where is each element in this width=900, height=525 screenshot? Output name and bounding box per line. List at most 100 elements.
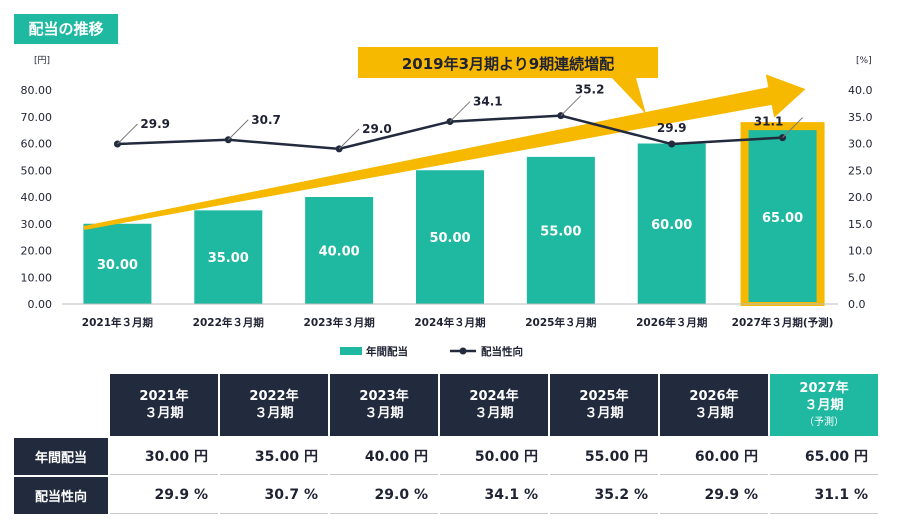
growth-arrow xyxy=(83,74,806,230)
dividend-chart: [円] [%] 0.00 10.00 20.00 30.00 40.00 50.00 60.00… xyxy=(21,47,873,358)
table-header-main: 2022年 ３月期 xyxy=(249,389,299,421)
table-header-main: 2027年 ３月期 xyxy=(799,380,849,413)
leader-line xyxy=(227,119,249,141)
table-row-dividend: 年間配当 30.00 円 35.00 円 40.00 円 50.00 円 55.… xyxy=(14,436,878,475)
y-tick-label-left: 40.00 xyxy=(21,191,53,204)
y-tick-label-right: 0.0 xyxy=(848,298,866,311)
y-tick-label-left: 70.00 xyxy=(21,111,53,124)
x-tick-label: 2026年３月期 xyxy=(636,316,707,329)
table-row-payout: 配当性向 29.9 % 30.7 % 29.0 % 34.1 % 35.2 % … xyxy=(14,475,878,514)
y-tick-label-right: 40.0 xyxy=(848,84,873,97)
table-header: 2025年 ３月期 xyxy=(550,374,658,436)
leader-line xyxy=(338,128,360,150)
y-tick-label-left: 20.00 xyxy=(21,245,53,258)
bar-value-label: 40.00 xyxy=(319,245,360,260)
table-cell: 55.00 円 xyxy=(550,436,658,475)
y-tick-label-left: 10.00 xyxy=(21,271,53,284)
y-tick-label-left: 50.00 xyxy=(21,164,53,177)
table-cell: 29.9 % xyxy=(110,475,218,514)
table-cell: 65.00 円 xyxy=(770,436,878,475)
y-tick-label-left: 30.00 xyxy=(21,218,53,231)
table-cell: 30.00 円 xyxy=(110,436,218,475)
table-cell: 30.7 % xyxy=(220,475,328,514)
table-header-forecast: 2027年 ３月期 （予測） xyxy=(770,374,878,436)
x-tick-label: 2024年３月期 xyxy=(414,316,485,329)
table-cell: 29.0 % xyxy=(330,475,438,514)
y-axis-right-label: [%] xyxy=(856,56,872,66)
table-header: 2026年 ３月期 xyxy=(660,374,768,436)
table-cell: 35.2 % xyxy=(550,475,658,514)
chart-title: 配当の推移 xyxy=(14,14,118,44)
y-tick-label-right: 20.0 xyxy=(848,191,873,204)
table-cell: 50.00 円 xyxy=(440,436,548,475)
banner-text: 2019年3月期より9期連続増配 xyxy=(402,55,614,73)
payout-value-label: 35.2 xyxy=(575,83,605,97)
table-corner xyxy=(14,374,108,436)
bar-value-label: 35.00 xyxy=(208,251,249,266)
x-tick-label: 2027年３月期(予測) xyxy=(732,316,834,329)
y-tick-label-left: 80.00 xyxy=(21,84,53,97)
table-cell: 35.00 円 xyxy=(220,436,328,475)
dividend-table: 2021年 ３月期 2022年 ３月期 2023年 ３月期 2024年 ３月期 … xyxy=(12,374,880,514)
bar-value-label: 50.00 xyxy=(429,231,470,246)
legend-label: 年間配当 xyxy=(366,345,408,358)
y-tick-label-right: 10.0 xyxy=(848,245,873,258)
payout-value-label: 29.9 xyxy=(657,121,687,135)
leader-line xyxy=(449,101,471,122)
legend-label: 配当性向 xyxy=(481,345,523,358)
y-tick-label-right: 25.0 xyxy=(848,164,873,177)
leader-line xyxy=(782,117,803,138)
y-axis-left-label: [円] xyxy=(34,55,50,66)
x-tick-label: 2021年３月期 xyxy=(82,316,153,329)
x-tick-label: 2023年３月期 xyxy=(304,316,375,329)
table-header: 2023年 ３月期 xyxy=(330,374,438,436)
bar-value-label: 30.00 xyxy=(97,258,138,273)
table-cell: 29.9 % xyxy=(660,475,768,514)
y-tick-label-left: 0.00 xyxy=(28,298,53,311)
table-cell: 34.1 % xyxy=(440,475,548,514)
leader-line xyxy=(560,95,582,117)
bar-value-label: 55.00 xyxy=(540,224,581,239)
bar-value-label: 60.00 xyxy=(651,218,692,233)
y-tick-label-right: 30.0 xyxy=(848,138,873,151)
table-header: 2024年 ３月期 xyxy=(440,374,548,436)
payout-value-label: 30.7 xyxy=(251,113,281,127)
bar xyxy=(416,170,484,304)
payout-value-label: 31.1 xyxy=(754,115,784,129)
table-cell: 60.00 円 xyxy=(660,436,768,475)
payout-value-label: 29.9 xyxy=(140,117,170,131)
table-cell: 31.1 % xyxy=(770,475,878,514)
legend-swatch-bar xyxy=(340,347,362,355)
payout-value-label: 34.1 xyxy=(473,95,503,109)
table-cell: 40.00 円 xyxy=(330,436,438,475)
bar xyxy=(637,143,706,304)
table-header-main: 2023年 ３月期 xyxy=(359,389,409,421)
bar xyxy=(194,210,263,304)
y-tick-label-right: 15.0 xyxy=(848,218,873,231)
y-tick-label-right: 5.0 xyxy=(848,271,866,284)
legend-swatch-point xyxy=(459,347,467,355)
bar xyxy=(526,156,595,304)
x-tick-label: 2022年３月期 xyxy=(193,316,264,329)
payout-value-label: 29.0 xyxy=(362,122,392,136)
bar xyxy=(305,197,374,304)
bar xyxy=(748,130,817,302)
table-header: 2022年 ３月期 xyxy=(220,374,328,436)
banner-box xyxy=(358,47,658,114)
leader-line xyxy=(117,123,138,145)
table-header-main: 2025年 ３月期 xyxy=(579,389,629,421)
bar xyxy=(83,223,152,304)
table-header-main: 2026年 ３月期 xyxy=(689,389,739,421)
table-row-label: 年間配当 xyxy=(14,436,108,475)
table-header-main: 2021年 ３月期 xyxy=(139,389,189,421)
y-tick-label-left: 60.00 xyxy=(21,138,53,151)
table-header: 2021年 ３月期 xyxy=(110,374,218,436)
y-tick-label-right: 35.0 xyxy=(848,111,873,124)
table-header-row: 2021年 ３月期 2022年 ３月期 2023年 ３月期 2024年 ３月期 … xyxy=(14,374,878,436)
x-tick-label: 2025年３月期 xyxy=(525,316,596,329)
payout-point xyxy=(668,140,676,148)
table-header-sub: （予測） xyxy=(804,416,844,428)
table-row-label: 配当性向 xyxy=(14,475,108,514)
bar-value-label: 65.00 xyxy=(762,211,803,226)
table-header-main: 2024年 ３月期 xyxy=(469,389,519,421)
